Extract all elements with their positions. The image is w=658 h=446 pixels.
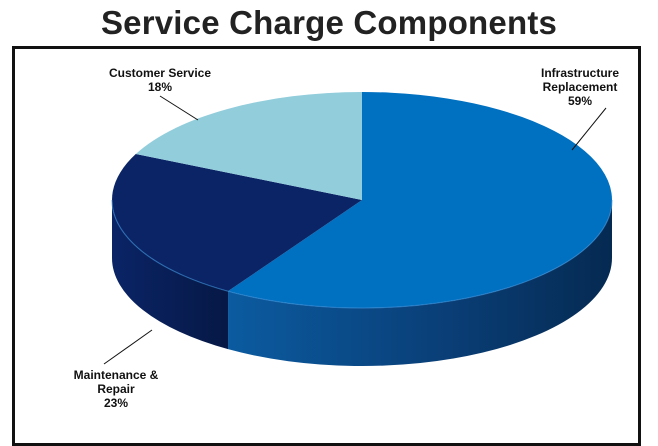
slice-value-label: 23% — [103, 396, 129, 410]
leader-line — [103, 329, 153, 365]
slice-label-customer-service: Customer Service 18% — [90, 66, 230, 94]
slice-label-line: Replacement — [542, 80, 618, 94]
slice-value-label: 59% — [567, 94, 593, 108]
pie-slice — [228, 92, 613, 308]
leader-line — [571, 107, 607, 151]
slice-label-maintenance-repair: Maintenance & Repair 23% — [56, 368, 176, 410]
leader-line — [159, 95, 199, 121]
slice-value-label: 18% — [147, 80, 173, 94]
chart-title: Service Charge Components — [100, 4, 558, 41]
slice-label-infrastructure-replacement: Infrastructure Replacement 59% — [520, 66, 640, 108]
pie-slice — [111, 154, 362, 292]
slice-label-line: Customer Service — [108, 66, 212, 80]
pie-slice-side — [228, 200, 612, 366]
pie-rim-highlight — [111, 199, 613, 309]
pie-slice — [135, 92, 362, 200]
slice-label-line: Infrastructure — [540, 66, 620, 80]
slice-label-line: Maintenance & — [73, 368, 159, 382]
pie-slice-side — [111, 200, 229, 350]
slice-label-line: Repair — [97, 382, 135, 396]
